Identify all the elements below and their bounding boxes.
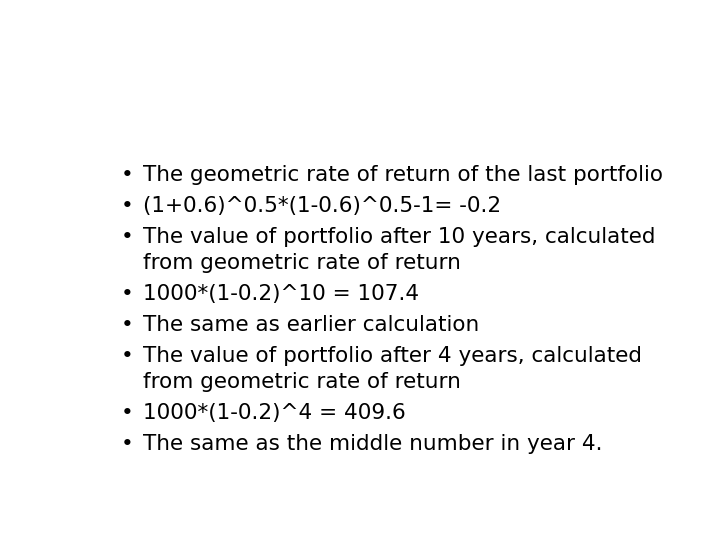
Text: •: • [121,315,133,335]
Text: (1+0.6)^0.5*(1-0.6)^0.5-1= -0.2: (1+0.6)^0.5*(1-0.6)^0.5-1= -0.2 [143,196,501,216]
Text: 1000*(1-0.2)^4 = 409.6: 1000*(1-0.2)^4 = 409.6 [143,403,406,423]
Text: from geometric rate of return: from geometric rate of return [143,372,461,392]
Text: The same as earlier calculation: The same as earlier calculation [143,315,480,335]
Text: 1000*(1-0.2)^10 = 107.4: 1000*(1-0.2)^10 = 107.4 [143,284,419,304]
Text: The value of portfolio after 10 years, calculated: The value of portfolio after 10 years, c… [143,227,655,247]
Text: •: • [121,403,133,423]
Text: •: • [121,196,133,216]
Text: The value of portfolio after 4 years, calculated: The value of portfolio after 4 years, ca… [143,346,642,366]
Text: The geometric rate of return of the last portfolio: The geometric rate of return of the last… [143,165,663,185]
Text: •: • [121,165,133,185]
Text: •: • [121,346,133,366]
Text: •: • [121,227,133,247]
Text: •: • [121,284,133,304]
Text: The same as the middle number in year 4.: The same as the middle number in year 4. [143,435,603,455]
Text: from geometric rate of return: from geometric rate of return [143,253,461,273]
Text: •: • [121,435,133,455]
